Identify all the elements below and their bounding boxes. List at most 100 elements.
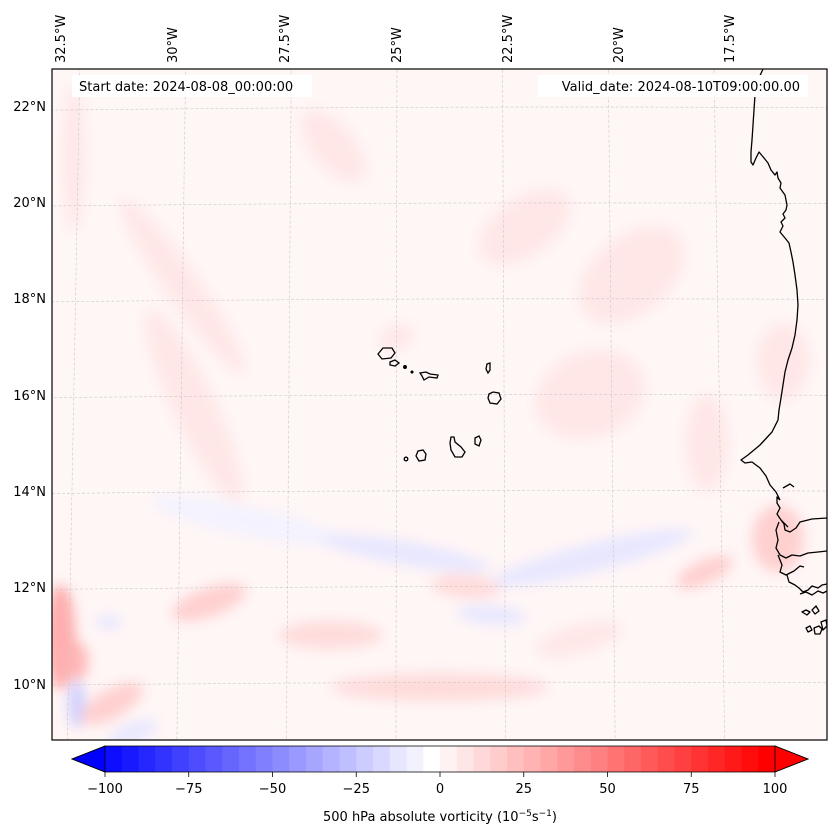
colorbar-band [507,746,525,772]
colorbar-band [741,746,759,772]
colorbar-extend-max-arrow [774,745,810,773]
negative-vorticity-area [108,719,158,740]
longitude-tick-label: 22.5°W [501,15,516,63]
colorbar-label: 500 hPa absolute vorticity (10−5s−1) [323,809,557,825]
island-santo-antao [377,347,396,360]
colorbar-band [423,746,441,772]
colorbar-band [222,746,240,772]
colorbar-tick-label: 25 [515,782,532,797]
colorbar-tick-label: 75 [683,782,700,797]
colorbar-band [624,746,642,772]
colorbar-band [540,746,558,772]
map-frame [51,68,828,741]
colorbar-band [674,746,692,772]
colorbar-band [490,746,508,772]
colorbar-band [440,746,458,772]
parallel-gridline [52,394,827,399]
longitude-tick-label: 25°W [390,27,405,63]
island-boa-vista [487,391,502,405]
longitude-tick-label: 20°W [612,27,627,63]
positive-vorticity-area [279,620,383,650]
colorbar-band [456,746,474,772]
map-panel: Start date: 2024-08-08_00:00:00 Valid_da… [51,68,828,741]
colorbar-ticks: −100 −75 −50 −25 0 25 50 75 100 [87,772,787,797]
island-sal [485,362,491,375]
latitude-tick-label: 12°N [13,581,46,596]
meridian-gridline [713,69,726,740]
colorbar-band [306,746,324,772]
meridian-gridline [502,69,506,740]
colorbar: −100 −75 −50 −25 0 25 50 75 100 500 hPa absolute… [70,745,810,825]
coastline-mauritania-senegal [740,68,799,501]
latitude-tick-label: 20°N [13,196,46,211]
colorbar-tick-label: −50 [259,782,286,797]
colorbar-band [188,746,206,772]
positive-vorticity-area [81,682,143,725]
coastline-gambia-guinea-bissau [775,483,828,596]
colorbar-band [758,746,776,772]
colorbar-band [138,746,156,772]
positive-vorticity-area [300,110,366,182]
colorbar-band [389,746,407,772]
valid-date-label: Valid_date: 2024-08-10T09:00:00.00 [562,80,800,95]
island-sao-nicolau [418,371,439,381]
gridlines [52,69,827,740]
colorbar-band [691,746,709,772]
colorbar-band [406,746,424,772]
negative-vorticity-area [457,605,527,626]
colorbar-tick-label: 50 [599,782,616,797]
parallel-gridline [52,106,827,111]
longitude-labels: 32.5°W 30°W 27.5°W 25°W 22.5°W 20°W 17.5°W [54,15,738,63]
colorbar-extend-min-arrow [70,745,106,773]
longitude-tick-label: 32.5°W [54,15,69,63]
negative-vorticity-area [68,680,86,729]
positive-vorticity-area [685,394,729,491]
positive-vorticity-area [676,555,733,589]
colorbar-band [339,746,357,772]
parallel-gridline [52,202,827,207]
colorbar-band [590,746,608,772]
coastline [740,68,828,635]
meridian-gridline [67,69,81,740]
positive-vorticity-area [145,309,243,502]
latitude-tick-label: 14°N [13,485,46,500]
meridian-gridline [395,69,398,740]
latitude-tick-label: 16°N [13,389,46,404]
colorbar-band [523,746,541,772]
positive-vorticity-area [479,189,571,265]
latitude-tick-label: 18°N [13,292,46,307]
negative-vorticity-area [95,615,122,630]
colorbar-tick-label: −100 [87,782,123,797]
latitude-tick-label: 22°N [13,100,46,115]
colorbar-band [708,746,726,772]
longitude-tick-label: 17.5°W [723,15,738,63]
colorbar-band [289,746,307,772]
colorbar-band [155,746,173,772]
colorbar-band [373,746,391,772]
meridian-gridline [176,69,186,740]
colorbar-tick-label: −75 [175,782,202,797]
positive-vorticity-area [537,621,621,657]
latitude-tick-label: 10°N [13,678,46,693]
colorbar-band [724,746,742,772]
colorbar-band [557,746,575,772]
positive-vorticity-area [757,323,809,400]
negative-vorticity-area [491,528,692,587]
island-raso [410,370,414,374]
colorbar-band [657,746,675,772]
colorbar-band [239,746,257,772]
negative-vorticity-area [320,534,490,573]
meridian-gridline [608,69,616,740]
colorbar-band [356,746,374,772]
valid-date-box [538,75,808,97]
positive-vorticity-area [63,85,85,230]
negative-vorticity-area [152,496,338,545]
colorbar-band [607,746,625,772]
colorbar-band [272,746,290,772]
coastline-bijagos-islands [801,605,828,635]
positive-vorticity-area [172,583,246,622]
longitude-tick-label: 30°W [166,27,181,63]
colorbar-band [205,746,223,772]
longitude-tick-label: 27.5°W [278,15,293,63]
